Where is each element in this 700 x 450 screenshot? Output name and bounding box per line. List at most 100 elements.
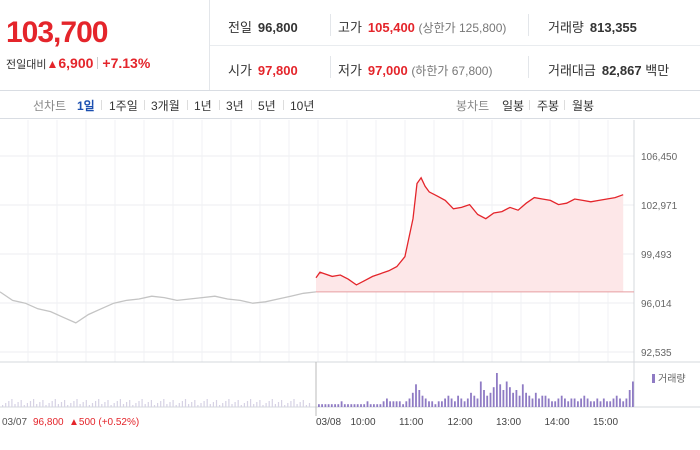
volume-bar [551, 401, 553, 407]
volume-bar [547, 398, 550, 407]
prev-volume-bar [20, 400, 22, 407]
divider [251, 100, 252, 110]
prev-volume-bar [67, 405, 69, 407]
prev-volume-bar [5, 403, 7, 407]
prev-volume-bar [36, 404, 38, 407]
volume-bar [386, 398, 388, 407]
volume-bar [460, 398, 463, 407]
volume-bar [389, 401, 391, 407]
tab-weekly-candle[interactable]: 주봉 [537, 99, 560, 113]
prev-volume-bar [95, 401, 97, 407]
change-row: 전일대비▲6,900 +7.13% [6, 55, 150, 72]
volume-bar [628, 390, 631, 407]
prev-volume-bar [23, 405, 25, 407]
volume-bar [612, 398, 615, 407]
prev-volume-bar [184, 399, 187, 407]
volume-bar [560, 395, 563, 407]
prev-volume-bar [302, 400, 304, 407]
volume-bar [421, 395, 424, 407]
prev-volume-bar [122, 404, 125, 407]
prev-volume-bar [135, 403, 137, 407]
x-tick-label: 13:00 [496, 417, 521, 428]
prev-volume-bar [200, 403, 202, 407]
price-summary: 103,700 전일대비▲6,900 +7.13% [0, 0, 210, 90]
volume-bar [586, 398, 589, 407]
prev-volume-bar [206, 399, 208, 407]
volume-bar [360, 404, 362, 407]
prev-volume-bar [39, 402, 41, 407]
tab-1day[interactable]: 1일 [77, 99, 95, 113]
change-percent: +7.13% [102, 55, 151, 71]
divider [330, 56, 331, 78]
prev-volume-bar [45, 405, 47, 407]
volume-bar [441, 401, 443, 407]
prev-volume-bar [107, 400, 109, 407]
volume-legend-swatch [652, 374, 655, 383]
change-amount: 6,900 [58, 55, 94, 71]
prev-volume-bar [219, 405, 221, 407]
prev-volume-bar [246, 401, 249, 407]
tab-3year[interactable]: 3년 [226, 99, 244, 113]
prev-volume-bar [231, 404, 233, 407]
tab-daily-candle[interactable]: 일봉 [502, 99, 525, 113]
prev-volume-bar [14, 404, 16, 407]
prev-volume-bar [262, 405, 264, 407]
volume-bar [525, 392, 527, 407]
tab-1week[interactable]: 1주일 [109, 99, 138, 113]
divider [564, 100, 565, 110]
tab-monthly-candle[interactable]: 월봉 [572, 99, 595, 113]
divider [283, 100, 284, 110]
x-tick-label: 03/08 [316, 417, 341, 428]
candle-chart-label: 봉차트 [456, 99, 490, 113]
prev-volume-bar [212, 402, 214, 407]
tab-10year[interactable]: 10년 [290, 99, 315, 113]
volume: 거래량 813,355 [548, 20, 637, 35]
tab-1year[interactable]: 1년 [194, 99, 212, 113]
change-label: 전일대비 [6, 59, 47, 71]
prev-volume-bar [178, 403, 180, 407]
trade-amount: 거래대금 82,867 백만 [548, 63, 670, 78]
volume-bar [431, 401, 434, 407]
prev-volume-bar [222, 403, 224, 407]
prev-volume-bar [79, 404, 81, 407]
prev-volume-bar [191, 402, 193, 407]
prev-volume-bar [271, 399, 273, 407]
divider [528, 56, 529, 78]
prev-volume-bar [284, 405, 286, 407]
x-axis: 03/08 10:00 11:00 12:00 13:00 14:00 15:00 [316, 417, 618, 428]
prev-volume-bar [215, 400, 218, 407]
divider [330, 14, 331, 36]
prev-volume-bar [104, 402, 106, 407]
volume-bar [599, 401, 602, 407]
prev-volume-bar [150, 400, 152, 407]
volume-bar [602, 398, 605, 407]
prev-volume-bar [48, 403, 50, 407]
prev-volume-bar [91, 403, 94, 407]
prev-volume-bar [54, 399, 56, 407]
volume-bar [450, 398, 453, 407]
volume-bar [615, 395, 618, 407]
prev-volume-bar [64, 400, 66, 407]
volume-bars [2, 373, 634, 407]
prev-volume-bar [253, 404, 255, 407]
prev-volume-bar [98, 399, 100, 407]
volume-bar [557, 398, 560, 407]
y-tick-label: 99,493 [641, 250, 672, 261]
volume-bar [369, 404, 372, 407]
volume-bar [373, 404, 375, 407]
tab-5year[interactable]: 5년 [258, 99, 276, 113]
volume-bar [528, 395, 531, 407]
prev-volume-bar [160, 401, 162, 407]
prev-volume-bar [76, 399, 78, 407]
volume-bar [554, 401, 557, 407]
volume-bar [531, 398, 534, 407]
volume-bar [470, 392, 472, 407]
volume-bar [483, 390, 485, 407]
volume-bar [479, 381, 482, 407]
prev-volume-bar [132, 405, 134, 407]
volume-bar [596, 398, 599, 407]
volume-bar [564, 398, 566, 407]
prev-volume-bar [70, 403, 72, 407]
volume-bar [405, 401, 408, 407]
tab-3month[interactable]: 3개월 [151, 99, 180, 113]
